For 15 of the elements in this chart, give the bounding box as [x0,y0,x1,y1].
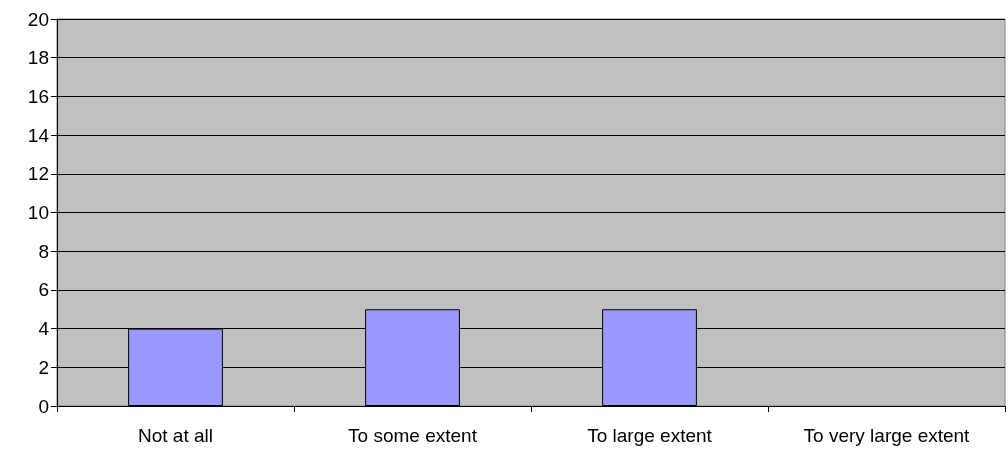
y-tick-label: 2 [38,356,49,378]
x-tick-label: Not at all [138,425,213,446]
y-tick-label: 14 [27,124,50,146]
y-tick-label: 8 [38,240,49,262]
x-tick-label: To large extent [587,425,713,446]
x-tick-label: To some extent [348,425,478,446]
y-tick-label: 16 [27,85,49,107]
y-tick-label: 18 [27,47,49,69]
y-tick-label: 10 [27,202,49,223]
x-tick-label: To very large extent [803,425,971,446]
y-tick-label: 12 [27,163,49,185]
y-tick-label: 0 [38,395,49,417]
y-tick-label: 20 [27,8,49,30]
y-tick-label: 4 [38,318,50,340]
y-tick-label: 6 [38,279,49,301]
